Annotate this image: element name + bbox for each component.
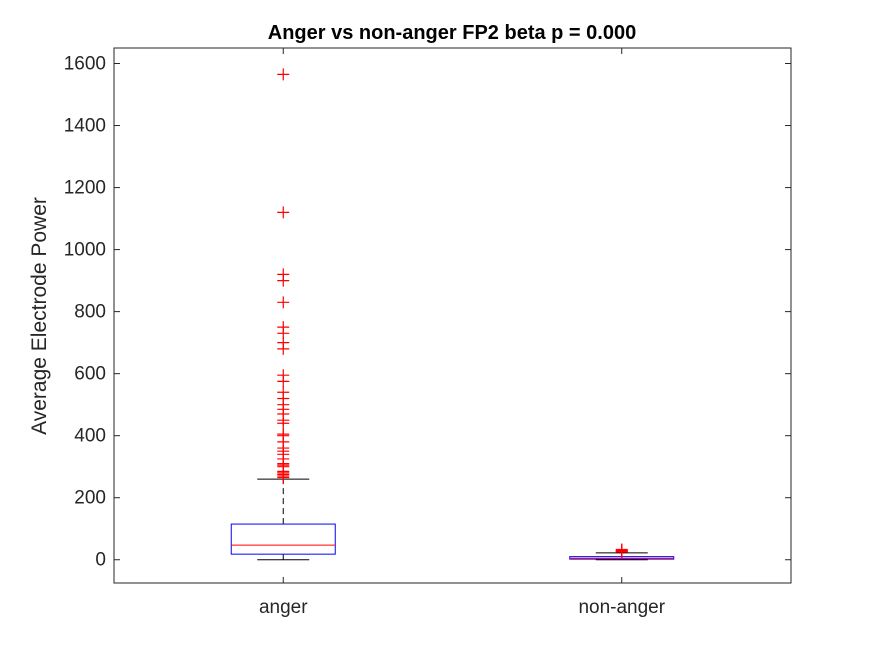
plot-area: 0 200 400 600 800 1000 1200 1400 1600 anger non-an…	[64, 47, 792, 618]
y-tick-label: 400	[74, 426, 106, 447]
y-tick-label: 800	[74, 302, 106, 323]
y-tick-label: 0	[95, 550, 106, 571]
outlier-marker	[277, 386, 290, 399]
box	[230, 523, 336, 555]
chart-title: Anger vs non-anger FP2 beta p = 0.000	[268, 22, 636, 44]
outlier-marker	[277, 369, 290, 382]
outlier-marker	[277, 428, 290, 441]
y-tick-label: 200	[74, 488, 106, 509]
axes-frame	[113, 47, 792, 584]
x-tick-label: non-anger	[578, 597, 665, 618]
y-tick-label: 1600	[64, 54, 106, 75]
outlier-marker	[277, 68, 290, 81]
outlier-marker	[277, 206, 290, 219]
outlier-marker	[277, 268, 290, 281]
y-axis-label: Average Electrode Power	[28, 197, 51, 435]
outlier-marker	[277, 321, 290, 334]
y-tick-label: 600	[74, 364, 106, 385]
outlier-marker	[277, 296, 290, 309]
outlier-marker	[615, 543, 628, 556]
y-tick-label: 1400	[64, 116, 106, 137]
y-tick-label: 1000	[64, 240, 106, 261]
y-tick-label: 1200	[64, 178, 106, 199]
x-tick-label: anger	[259, 597, 308, 618]
